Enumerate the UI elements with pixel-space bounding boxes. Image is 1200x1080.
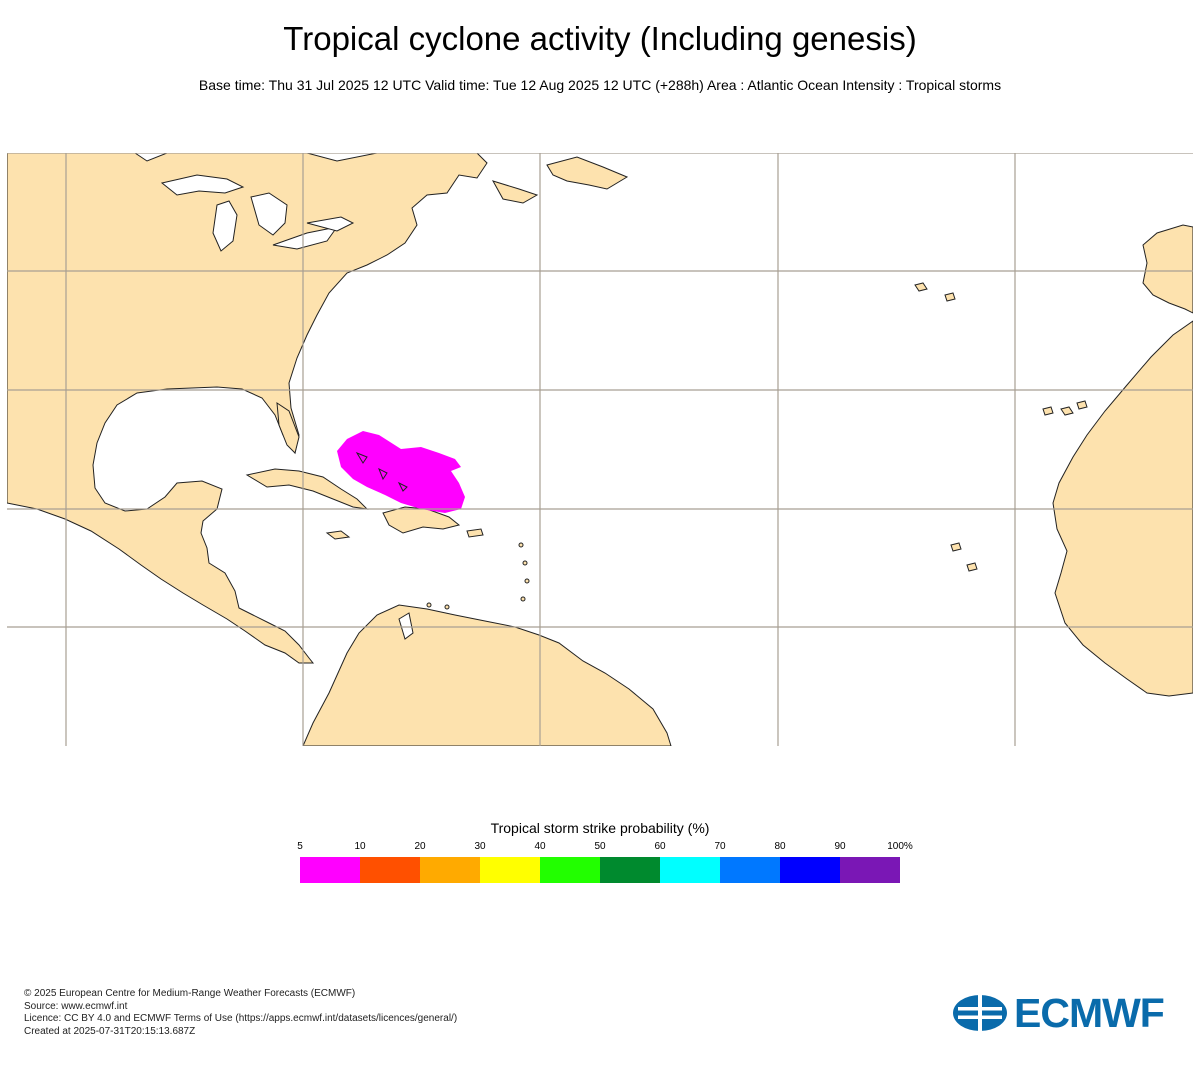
footer-credits: © 2025 European Centre for Medium-Range … xyxy=(24,988,457,1038)
legend-tick: 30 xyxy=(474,841,486,852)
strike-probability-area xyxy=(337,431,465,513)
legend-swatch xyxy=(300,857,360,883)
legend-swatch xyxy=(540,857,600,883)
great-lakes xyxy=(160,174,245,196)
legend-swatch xyxy=(840,857,900,883)
licence-text: Licence: CC BY 4.0 and ECMWF Terms of Us… xyxy=(24,1013,458,1024)
legend-tick: 50 xyxy=(594,841,606,852)
ecmwf-logo-icon xyxy=(953,995,1007,1031)
legend-swatch xyxy=(780,857,840,883)
legend-tick: 40 xyxy=(534,841,546,852)
legend-tick: 5 xyxy=(297,841,303,852)
land-south-america xyxy=(302,604,672,746)
legend-swatch xyxy=(720,857,780,883)
created-text: Created at 2025-07-31T20:15:13.687Z xyxy=(24,1025,196,1037)
legend-tick: 90 xyxy=(834,841,846,852)
legend-tick: 20 xyxy=(414,841,426,852)
legend-swatch xyxy=(360,857,420,883)
legend-colorbar xyxy=(300,857,900,883)
land-newfoundland xyxy=(546,156,629,190)
legend-swatch xyxy=(660,857,720,883)
legend-tick: 100% xyxy=(887,841,913,852)
legend-ticks: 5 10 20 30 40 50 60 70 80 90 100% xyxy=(297,841,913,855)
land-iberia xyxy=(1142,224,1193,314)
land-hispaniola xyxy=(382,506,461,534)
legend-tick: 10 xyxy=(354,841,366,852)
chart-title: Tropical cyclone activity (Including gen… xyxy=(283,20,917,57)
legend-swatch xyxy=(600,857,660,883)
legend-swatch xyxy=(420,857,480,883)
land-north-america xyxy=(7,153,488,664)
legend-tick: 80 xyxy=(774,841,786,852)
grid-lines xyxy=(7,153,1193,746)
legend-tick: 60 xyxy=(654,841,666,852)
legend-title: Tropical storm strike probability (%) xyxy=(490,820,710,836)
copyright-text: © 2025 European Centre for Medium-Range … xyxy=(24,988,356,999)
legend-swatch xyxy=(480,857,540,883)
chart-subtitle: Base time: Thu 31 Jul 2025 12 UTC Valid … xyxy=(198,77,1002,93)
ecmwf-logo-text: ECMWF xyxy=(1014,989,1165,1036)
atlantic-map xyxy=(7,153,1193,746)
legend-tick: 70 xyxy=(714,841,726,852)
source-text: Source: www.ecmwf.int xyxy=(24,1000,128,1012)
ecmwf-logo: ECMWF xyxy=(952,990,1182,1036)
